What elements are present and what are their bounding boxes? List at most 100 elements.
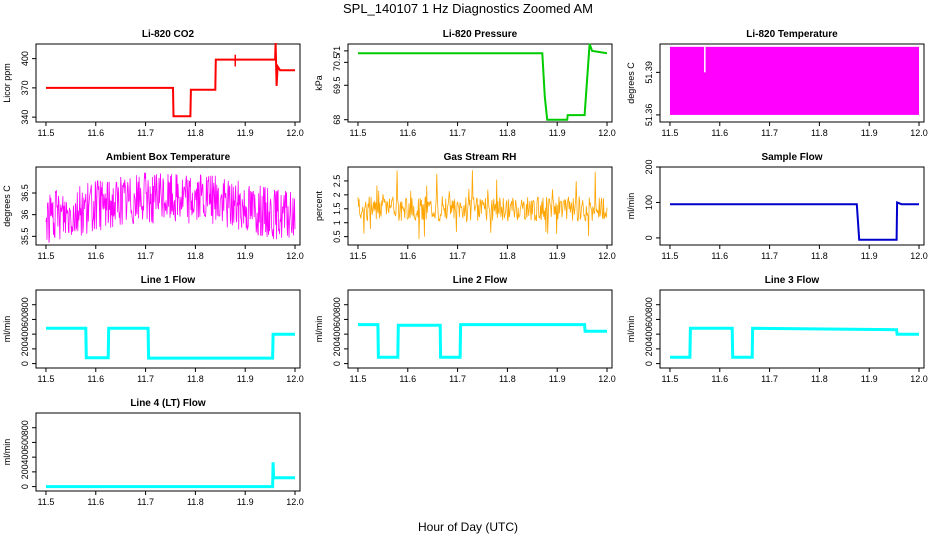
x-tick-label: 11.5 [350, 374, 367, 384]
y-tick-label: 800 [644, 297, 654, 312]
plot-frame [347, 166, 613, 246]
y-tick-label: 200 [644, 159, 654, 174]
x-tick-label: 11.5 [38, 374, 55, 384]
x-tick-label: 11.6 [87, 374, 104, 384]
plot-frame [347, 43, 613, 123]
x-tick-label: 11.8 [499, 374, 516, 384]
y-tick-label: 0 [644, 235, 654, 240]
y-tick-label: 200 [332, 341, 342, 356]
y-axis-label: ml/min [314, 316, 324, 343]
x-tick-label: 11.8 [811, 251, 828, 261]
y-axis-label: ml/min [2, 316, 12, 343]
y-axis-label: kPa [314, 75, 324, 91]
y-tick-label: 400 [20, 51, 30, 66]
x-tick-label: 11.6 [711, 251, 728, 261]
x-tick-label: 12.0 [598, 251, 616, 261]
y-axis-label: ml/min [2, 439, 12, 466]
x-tick-label: 11.5 [662, 128, 679, 138]
x-tick-label: 12.0 [286, 374, 304, 384]
y-tick-label: 100 [644, 195, 654, 210]
x-tick-label: 11.7 [449, 251, 466, 261]
y-tick-label: 400 [332, 327, 342, 342]
x-tick-label: 11.9 [549, 251, 566, 261]
x-tick-label: 12.0 [286, 251, 304, 261]
y-tick-label: 200 [20, 341, 30, 356]
x-tick-label: 11.6 [399, 374, 416, 384]
y-tick-label: 0 [20, 361, 30, 366]
y-tick-label: 370 [20, 80, 30, 95]
panel-1: Li-820 CO2 Licor ppm 340 370 400 11.5 11.6 11.7… [2, 29, 304, 138]
y-tick-label: 800 [20, 420, 30, 435]
y-tick-label: 400 [20, 327, 30, 342]
plot-frame [35, 412, 301, 492]
y-axis-label: degrees C [2, 185, 12, 227]
x-tick-label: 11.5 [38, 251, 55, 261]
y-tick-label: 340 [20, 110, 30, 125]
x-tick-label: 11.9 [549, 128, 566, 138]
plot-frame [659, 43, 925, 123]
series-line [46, 326, 295, 360]
panel-title: Ambient Box Temperature [106, 152, 231, 163]
y-tick-label: 51.36 [644, 104, 654, 127]
panel-title: Line 4 (LT) Flow [130, 398, 206, 409]
x-tick-label: 11.8 [187, 128, 204, 138]
y-tick-label: 36 [20, 210, 30, 220]
plot-frame [35, 43, 301, 123]
y-tick-label: 1 [332, 220, 342, 225]
x-tick-label: 11.6 [399, 251, 416, 261]
y-tick-label: 600 [20, 435, 30, 450]
y-tick-label: 0 [332, 361, 342, 366]
x-axis-label: Hour of Day (UTC) [418, 520, 518, 534]
x-tick-label: 11.8 [187, 251, 204, 261]
x-tick-label: 11.7 [761, 128, 778, 138]
panel-title: Sample Flow [761, 152, 822, 163]
x-tick-label: 11.9 [861, 374, 878, 384]
panel-6: Sample Flow ml/min 0 100 200 11.5 11.6 11.7 11.8… [626, 152, 928, 261]
x-tick-label: 11.8 [499, 128, 516, 138]
plot-frame [659, 289, 925, 369]
plot-frame [35, 289, 301, 369]
x-tick-label: 11.5 [350, 128, 367, 138]
y-tick-label: 800 [20, 297, 30, 312]
y-tick-label: 0 [20, 484, 30, 489]
y-axis-label: ml/min [626, 193, 636, 220]
y-tick-label: 400 [644, 327, 654, 342]
y-axis-label: Licor ppm [2, 63, 12, 103]
x-tick-label: 11.9 [237, 128, 254, 138]
series-line [670, 326, 919, 359]
series-line [670, 201, 919, 241]
series-line [45, 172, 296, 243]
x-tick-label: 11.5 [662, 374, 679, 384]
y-tick-label: 1.5 [332, 203, 342, 216]
panel-title: Gas Stream RH [444, 152, 517, 163]
y-tick-label: 800 [332, 297, 342, 312]
x-tick-label: 11.6 [399, 128, 416, 138]
x-tick-label: 11.5 [38, 128, 55, 138]
x-tick-label: 11.9 [549, 374, 566, 384]
x-tick-label: 11.5 [350, 251, 367, 261]
y-tick-label: 600 [332, 312, 342, 327]
y-tick-label: 200 [644, 341, 654, 356]
y-tick-label: 600 [644, 312, 654, 327]
plot-frame [35, 166, 301, 246]
series-line [358, 323, 607, 359]
figure-title: SPL_140107 1 Hz Diagnostics Zoomed AM [343, 1, 593, 16]
x-tick-label: 11.6 [711, 128, 728, 138]
x-tick-label: 11.8 [811, 374, 828, 384]
x-tick-label: 11.8 [187, 374, 204, 384]
x-tick-label: 11.8 [811, 128, 828, 138]
x-tick-label: 11.9 [861, 251, 878, 261]
y-tick-label: 70.5 [332, 54, 342, 72]
y-tick-label: 200 [20, 464, 30, 479]
x-tick-label: 11.8 [499, 251, 516, 261]
plot-frame [347, 289, 613, 369]
plot-frame [659, 166, 925, 246]
panel-2: Li-820 Pressure kPa 68 69.5 70.571 11.5 11.6 11… [314, 29, 616, 138]
x-tick-label: 12.0 [286, 128, 304, 138]
panel-title: Li-820 Pressure [443, 29, 518, 40]
series-line [46, 42, 295, 118]
